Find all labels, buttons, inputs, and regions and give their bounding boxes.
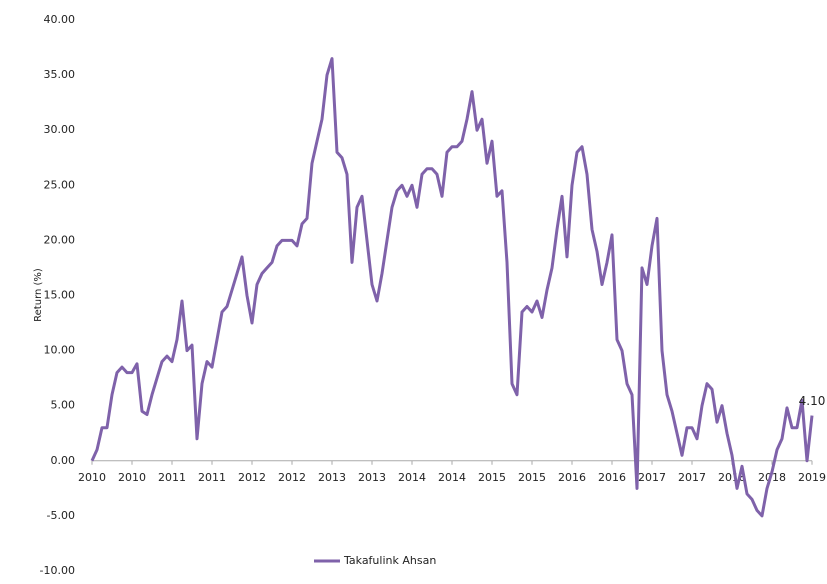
y-tick-label: 25.00 <box>44 178 76 191</box>
y-tick-label: 40.00 <box>44 13 76 26</box>
y-axis-label: Return (%) <box>33 268 44 322</box>
x-tick-label: 2012 <box>238 471 266 484</box>
x-tick-label: 2012 <box>278 471 306 484</box>
data-label: 4.10 <box>799 394 826 408</box>
y-tick-label: -10.00 <box>40 564 75 577</box>
x-tick-label: 2017 <box>638 471 666 484</box>
x-tick-label: 2011 <box>198 471 226 484</box>
y-tick-label: -5.00 <box>47 509 75 522</box>
x-tick-label: 2013 <box>358 471 386 484</box>
x-tick-label: 2015 <box>478 471 506 484</box>
line-series <box>90 57 814 518</box>
y-tick-label: 10.00 <box>44 344 76 357</box>
y-tick-label: 35.00 <box>44 68 76 81</box>
x-tick-label: 2014 <box>398 471 426 484</box>
x-tick-label: 2015 <box>518 471 546 484</box>
x-tick-label: 2018 <box>758 471 786 484</box>
y-tick-label: 15.00 <box>44 289 76 302</box>
x-tick-label: 2017 <box>678 471 706 484</box>
legend-label: Takafulink Ahsan <box>343 554 436 567</box>
y-tick-label: 30.00 <box>44 123 76 136</box>
y-tick-label: 0.00 <box>51 454 76 467</box>
x-tick-label: 2010 <box>78 471 106 484</box>
x-tick-label: 2013 <box>318 471 346 484</box>
x-tick-label: 2014 <box>438 471 466 484</box>
y-tick-label: 20.00 <box>44 233 76 246</box>
x-tick-label: 2019 <box>798 471 826 484</box>
x-tick-label: 2011 <box>158 471 186 484</box>
x-tick-label: 2016 <box>598 471 626 484</box>
x-tick-label: 2016 <box>558 471 586 484</box>
x-tick-label: 2010 <box>118 471 146 484</box>
y-tick-label: 5.00 <box>51 399 76 412</box>
